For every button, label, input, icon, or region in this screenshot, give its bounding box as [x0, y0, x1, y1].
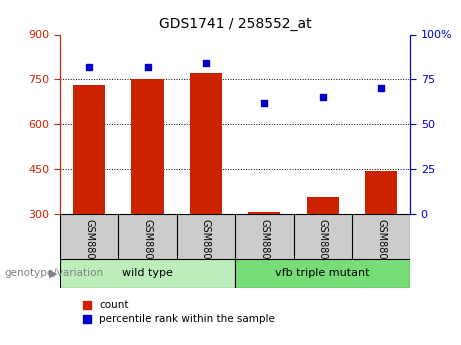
Text: GSM88041: GSM88041 — [142, 219, 153, 272]
Bar — [60, 259, 235, 288]
Point — [85, 64, 93, 70]
Point — [319, 95, 326, 100]
Bar — [131, 79, 164, 214]
Bar — [248, 211, 280, 214]
Bar — [235, 259, 410, 288]
Bar — [190, 73, 222, 214]
Text: GSM88048: GSM88048 — [376, 219, 386, 272]
Title: GDS1741 / 258552_at: GDS1741 / 258552_at — [159, 17, 312, 31]
Text: vfb triple mutant: vfb triple mutant — [276, 268, 370, 278]
Bar — [307, 197, 339, 214]
Text: ▶: ▶ — [49, 268, 57, 278]
Text: GSM88040: GSM88040 — [84, 219, 94, 272]
Text: wild type: wild type — [122, 268, 173, 278]
Text: GSM88042: GSM88042 — [201, 219, 211, 272]
Text: GSM88046: GSM88046 — [259, 219, 269, 272]
Bar — [73, 85, 105, 214]
Text: GSM88047: GSM88047 — [318, 219, 328, 272]
Bar — [365, 170, 397, 214]
Text: genotype/variation: genotype/variation — [5, 268, 104, 278]
Point — [378, 86, 385, 91]
Point — [144, 64, 151, 70]
Legend: count, percentile rank within the sample: count, percentile rank within the sample — [83, 300, 275, 324]
Point — [202, 60, 210, 66]
Point — [260, 100, 268, 106]
